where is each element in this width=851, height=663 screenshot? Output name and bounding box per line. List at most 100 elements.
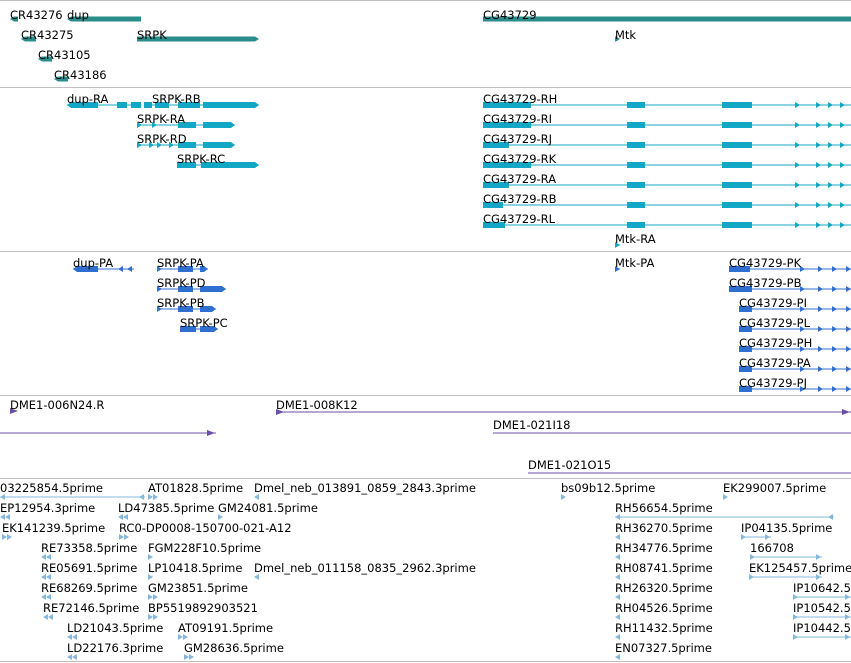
est-label[interactable]: EK141239.5prime <box>2 521 106 535</box>
est-label[interactable]: RE73358.5prime <box>41 541 138 555</box>
transcript-label[interactable]: SRPK-RB <box>152 92 201 106</box>
est-label[interactable]: GM24081.5prime <box>218 501 318 515</box>
est-arrow <box>828 514 833 520</box>
transcript-label[interactable]: CG43729-RH <box>483 92 558 106</box>
est-label[interactable]: Dmel_neb_013891_0859_2843.3prime <box>254 481 476 495</box>
est-label[interactable]: FGM228F10.5prime <box>148 541 262 555</box>
est-label[interactable]: EN07327.5prime <box>615 641 712 655</box>
gene-label[interactable]: Mtk <box>615 28 637 42</box>
est-label[interactable]: bs09b12.5prime <box>561 481 656 495</box>
transcript-exon <box>795 142 800 148</box>
transcript-exon <box>627 142 645 148</box>
est-label[interactable]: Dmel_neb_011158_0835_2962.3prime <box>254 561 476 575</box>
clone-label[interactable]: DME1-021O15 <box>528 458 612 472</box>
est-label[interactable]: LD21043.5prime <box>67 621 164 635</box>
clone-label[interactable]: DME1-006N24.R <box>10 398 105 412</box>
est-label[interactable]: GM28636.5prime <box>184 641 284 655</box>
est-label[interactable]: LD47385.5prime <box>118 501 215 515</box>
protein-label[interactable]: Mtk-PA <box>615 256 655 270</box>
est-label[interactable]: BP5519892903521 <box>148 601 258 615</box>
est-label[interactable]: RE05691.5prime <box>41 561 138 575</box>
est-arrow <box>148 614 153 620</box>
est-label[interactable]: RH56654.5prime <box>615 501 713 515</box>
est-label[interactable]: IP10542.5 <box>793 601 851 615</box>
transcript-exon <box>795 162 800 168</box>
est-arrow <box>749 574 754 580</box>
est-label[interactable]: LP10418.5prime <box>148 561 243 575</box>
gene-label[interactable]: CR43276 <box>10 8 63 22</box>
gene-label[interactable]: CR43275 <box>21 28 74 42</box>
transcript-exon <box>795 182 800 188</box>
transcript-exon <box>816 162 821 168</box>
est-label[interactable]: IP10442.5 <box>793 621 851 635</box>
clone-label[interactable]: DME1-008K12 <box>276 398 358 412</box>
est-label[interactable]: 03225854.5prime <box>0 481 104 495</box>
protein-label[interactable]: CG43729-PI <box>739 296 808 310</box>
transcript-exon <box>828 122 833 128</box>
est-arrow <box>48 614 53 620</box>
est-label[interactable]: 166708 <box>750 541 794 555</box>
est-label[interactable]: EK299007.5prime <box>723 481 827 495</box>
transcript-label[interactable]: dup-RA <box>67 92 109 106</box>
transcript-label[interactable]: CG43729-RJ <box>483 132 553 146</box>
est-label[interactable]: RE68269.5prime <box>41 581 138 595</box>
transcript-label[interactable]: CG43729-RK <box>483 152 557 166</box>
protein-exon <box>846 286 851 292</box>
est-arrow <box>118 514 123 520</box>
est-label[interactable]: EK125457.5prime <box>749 561 851 575</box>
protein-label[interactable]: CG43729-PK <box>729 256 802 270</box>
protein-label[interactable]: SRPK-PC <box>180 316 228 330</box>
protein-label[interactable]: CG43729-PJ <box>739 376 808 390</box>
transcript-label[interactable]: SRPK-RC <box>177 152 226 166</box>
gene-label[interactable]: CG43729 <box>483 8 537 22</box>
est-label[interactable]: LD22176.3prime <box>67 641 164 655</box>
gene-label[interactable]: dup <box>67 8 89 22</box>
est-label[interactable]: EP12954.3prime <box>0 501 96 515</box>
protein-label[interactable]: SRPK-PA <box>157 256 204 270</box>
transcript-label[interactable]: SRPK-RD <box>137 132 187 146</box>
est-label[interactable]: GM23851.5prime <box>148 581 248 595</box>
clone-arrow <box>10 408 18 414</box>
est-label[interactable]: RC0-DP0008-150700-021-A12 <box>119 521 292 535</box>
transcript-label[interactable]: CG43729-RA <box>483 172 557 186</box>
transcript-label[interactable]: CG43729-RL <box>483 212 556 226</box>
est-label[interactable]: IP04135.5prime <box>741 521 833 535</box>
protein-exon <box>818 346 823 352</box>
gene-label[interactable]: SRPK <box>137 28 167 42</box>
est-label[interactable]: RH34776.5prime <box>615 541 713 555</box>
transcript-exon <box>157 142 162 148</box>
est-label[interactable]: RH36270.5prime <box>615 521 713 535</box>
est-arrow <box>845 594 850 600</box>
est-label[interactable]: RH04526.5prime <box>615 601 713 615</box>
est-label[interactable]: AT09191.5prime <box>178 621 274 635</box>
est-label[interactable]: AT01828.5prime <box>148 481 244 495</box>
transcript-label[interactable]: Mtk-RA <box>615 232 656 246</box>
est-label[interactable]: IP10642.5 <box>793 581 851 595</box>
protein-label[interactable]: CG43729-PH <box>739 336 813 350</box>
transcript-exon <box>137 142 142 148</box>
clone-label[interactable]: DME1-021I18 <box>493 418 571 432</box>
est-label[interactable]: RH11432.5prime <box>615 621 713 635</box>
gene-label[interactable]: CR43186 <box>54 68 107 82</box>
protein-exon <box>818 366 823 372</box>
est-arrow <box>148 554 153 560</box>
est-label[interactable]: RH08741.5prime <box>615 561 713 575</box>
protein-exon <box>832 286 837 292</box>
gene-glyph <box>10 16 18 22</box>
transcript-label[interactable]: CG43729-RI <box>483 112 553 126</box>
transcript-exon <box>816 222 821 228</box>
transcript-label[interactable]: CG43729-RB <box>483 192 557 206</box>
protein-label[interactable]: CG43729-PL <box>739 316 811 330</box>
transcript-exon <box>144 102 152 108</box>
clone-arrow <box>276 409 284 415</box>
protein-label[interactable]: dup-PA <box>73 256 114 270</box>
gene-label[interactable]: CR43105 <box>38 48 91 62</box>
protein-label[interactable]: CG43729-PA <box>739 356 811 370</box>
protein-label[interactable]: CG43729-PB <box>729 276 802 290</box>
est-label[interactable]: RH26320.5prime <box>615 581 713 595</box>
est-label[interactable]: RE72146.5prime <box>43 601 140 615</box>
protein-label[interactable]: SRPK-PD <box>157 276 206 290</box>
transcript-exon <box>722 222 752 228</box>
protein-label[interactable]: SRPK-PB <box>157 296 205 310</box>
transcript-label[interactable]: SRPK-RA <box>137 112 186 126</box>
